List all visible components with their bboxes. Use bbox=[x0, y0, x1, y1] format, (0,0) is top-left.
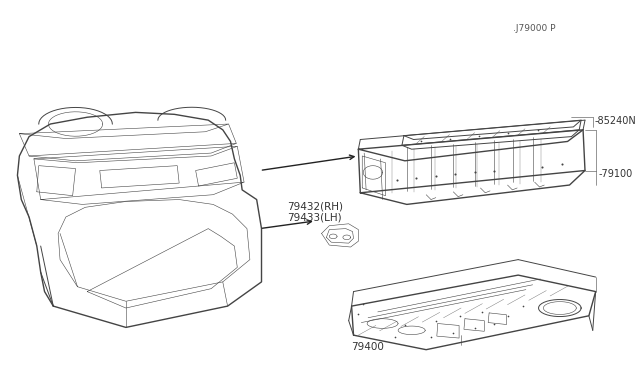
Text: 79432(RH): 79432(RH) bbox=[287, 201, 342, 211]
Text: 79400: 79400 bbox=[351, 342, 383, 352]
Text: -79100: -79100 bbox=[598, 169, 633, 179]
Text: -85240N: -85240N bbox=[595, 116, 636, 126]
Text: .J79000 P: .J79000 P bbox=[513, 24, 556, 33]
Text: 79433(LH): 79433(LH) bbox=[287, 213, 341, 223]
